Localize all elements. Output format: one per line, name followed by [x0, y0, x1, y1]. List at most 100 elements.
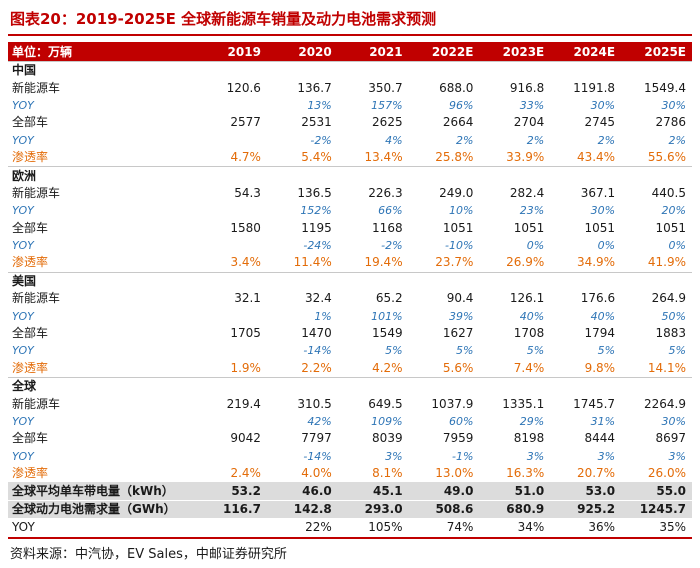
table-row: 全球动力电池需求量（GWh） 116.7 142.8 293.0 508.6 680.9 9…	[8, 500, 692, 520]
value-cell: 22%	[266, 518, 338, 539]
value-cell	[479, 166, 551, 185]
row-label-cell: 新能源车	[12, 291, 61, 306]
value-cell: 8039	[372, 431, 403, 446]
value-cell: 42%	[307, 415, 332, 428]
value-cell: 65.2	[375, 291, 403, 306]
value-cell: 31%	[590, 415, 616, 428]
value-cell: 310.5	[297, 396, 332, 411]
value-cell: 34%	[479, 518, 551, 539]
value-cell: 39%	[448, 309, 474, 323]
value-cell: 1195	[301, 220, 332, 235]
value-cell: 13%	[307, 98, 332, 112]
value-cell: 2264.9	[644, 396, 686, 411]
value-cell: 13.0%	[435, 466, 474, 481]
value-cell: 2.4%	[230, 466, 261, 481]
table-row: 全部车 9042 7797 8039 7959 8198 8444 8697	[8, 430, 692, 447]
value-cell	[196, 97, 267, 114]
row-label-cell: 渗透率	[12, 466, 49, 481]
value-cell: 50%	[661, 309, 686, 323]
value-cell: -14%	[303, 344, 332, 358]
value-cell: 0%	[668, 239, 686, 253]
value-cell: 2%	[597, 133, 616, 147]
row-label-cell: 全球平均单车带电量（kWh）	[8, 482, 197, 501]
value-cell	[196, 166, 267, 185]
table-row: 全部车 1580 1195 1168 1051 1051 1051 1051	[8, 220, 692, 237]
row-label-cell: 全球动力电池需求量（GWh）	[8, 500, 197, 520]
value-cell	[266, 166, 338, 185]
value-cell: 13.4%	[364, 150, 403, 165]
table-row: 全球平均单车带电量（kWh） 53.2 46.0 45.1 49.0 51.0 53.0 55…	[8, 482, 692, 501]
table-row: 全部车 1705 1470 1549 1627 1708 1794 1883	[8, 325, 692, 342]
row-label-cell: YOY	[12, 309, 34, 323]
value-cell	[337, 61, 409, 80]
value-cell	[550, 166, 622, 185]
value-cell: 7959	[442, 431, 474, 446]
value-cell: 34.9%	[576, 255, 616, 270]
value-cell: 0%	[526, 239, 545, 253]
table-row: YOY 13% 157% 96% 33% 30% 30%	[8, 97, 692, 114]
table-row: 渗透率 2.4% 4.0% 8.1% 13.0% 16.3% 20.7% 26.0%	[8, 465, 692, 482]
value-cell: 1549.4	[644, 80, 686, 95]
table-row: 中国	[8, 61, 692, 80]
row-label-cell: 新能源车	[12, 185, 61, 200]
value-cell: 101%	[371, 309, 403, 323]
value-cell: 2%	[455, 133, 474, 147]
value-cell: 23%	[519, 204, 545, 218]
table-row: 新能源车 120.6 136.7 350.7 688.0 916.8 1191.8 1549.…	[8, 79, 692, 96]
value-cell: 1627	[442, 326, 474, 341]
table-row: 新能源车 54.3 136.5 226.3 249.0 282.4 367.1 440.5	[8, 185, 692, 202]
value-cell	[196, 132, 267, 149]
value-cell: 5%	[526, 344, 545, 358]
value-cell: 1745.7	[573, 396, 616, 411]
value-cell: 2704	[513, 115, 545, 130]
value-cell	[266, 61, 338, 80]
value-cell: 1191.8	[573, 80, 616, 95]
table-row: 渗透率 4.7% 5.4% 13.4% 25.8% 33.9% 43.4% 55.6%	[8, 149, 692, 167]
header-cell-year: 2019	[196, 42, 267, 62]
value-cell	[196, 448, 267, 465]
value-cell: 1%	[314, 309, 332, 323]
row-label-cell: YOY	[12, 133, 34, 147]
value-cell	[196, 271, 267, 291]
value-cell	[621, 377, 692, 396]
value-cell: 367.1	[580, 185, 616, 200]
value-cell: 136.5	[297, 185, 332, 200]
table-row: 新能源车 32.1 32.4 65.2 90.4 126.1 176.6 264.9	[8, 290, 692, 307]
row-label-cell: 渗透率	[12, 150, 49, 165]
table-row: 渗透率 1.9% 2.2% 4.2% 5.6% 7.4% 9.8% 14.1%	[8, 360, 692, 378]
value-cell: 219.4	[226, 396, 261, 411]
value-cell	[621, 61, 692, 80]
value-cell	[621, 271, 692, 291]
value-cell: 3%	[526, 449, 545, 463]
value-cell	[408, 166, 480, 185]
row-label-cell: YOY	[8, 518, 197, 539]
value-cell: 5%	[668, 344, 686, 358]
value-cell: 440.5	[651, 185, 686, 200]
value-cell: 2625	[372, 115, 403, 130]
source-note: 资料来源：中汽协，EV Sales，中邮证券研究所	[10, 547, 287, 562]
value-cell: 66%	[378, 204, 403, 218]
value-cell: 1051	[584, 220, 616, 235]
value-cell	[337, 271, 409, 291]
value-cell: 1051	[513, 220, 545, 235]
value-cell: 2.2%	[301, 360, 332, 375]
value-cell: 5%	[597, 344, 616, 358]
value-cell: 51.0	[479, 482, 551, 501]
value-cell	[479, 377, 551, 396]
value-cell	[196, 202, 267, 219]
value-cell: 157%	[371, 98, 403, 112]
value-cell: 60%	[448, 415, 474, 428]
row-label-cell: 欧洲	[8, 166, 197, 185]
value-cell: 35%	[621, 518, 692, 539]
value-cell	[408, 61, 480, 80]
table-row: YOY 22% 105% 74% 34% 36% 35%	[8, 518, 692, 539]
value-cell	[408, 271, 480, 291]
value-cell: -14%	[303, 449, 332, 463]
value-cell: 96%	[448, 98, 474, 112]
value-cell	[337, 377, 409, 396]
value-cell	[196, 518, 267, 539]
value-cell: 45.1	[337, 482, 409, 501]
value-cell: 8444	[584, 431, 616, 446]
table-row: YOY -2% 4% 2% 2% 2% 2%	[8, 132, 692, 149]
value-cell: 11.4%	[293, 255, 332, 270]
